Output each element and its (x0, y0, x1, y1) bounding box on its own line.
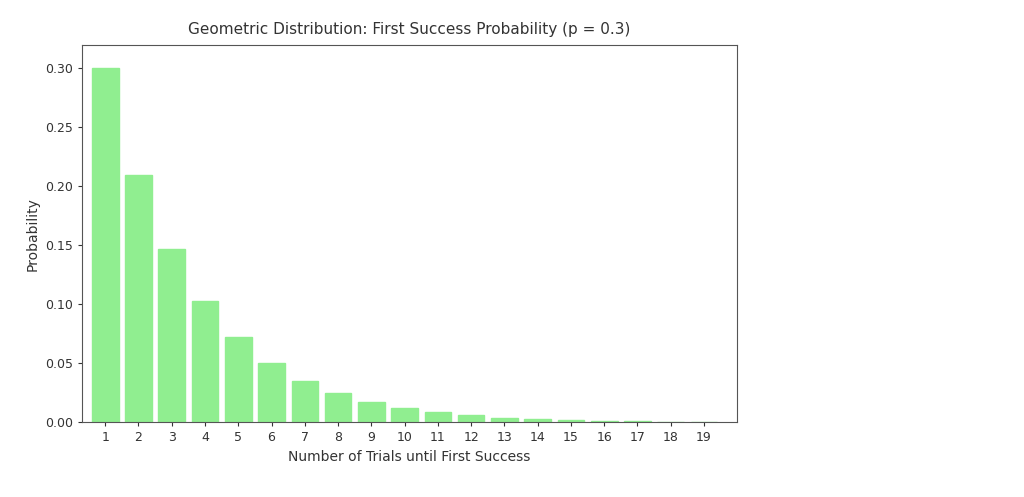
Title: Geometric Distribution: First Success Probability (p = 0.3): Geometric Distribution: First Success Pr… (188, 21, 631, 37)
Bar (524, 419, 551, 422)
Bar (325, 393, 351, 422)
Bar (425, 413, 452, 422)
Bar (657, 421, 684, 422)
Bar (625, 421, 651, 422)
Bar (492, 417, 518, 422)
Bar (159, 249, 185, 422)
Bar (458, 415, 484, 422)
Bar (258, 363, 285, 422)
Y-axis label: Probability: Probability (26, 197, 39, 270)
Bar (225, 337, 252, 422)
Bar (558, 420, 585, 422)
Bar (125, 174, 152, 422)
Bar (292, 381, 318, 422)
X-axis label: Number of Trials until First Success: Number of Trials until First Success (289, 450, 530, 464)
Bar (191, 301, 218, 422)
Bar (591, 421, 617, 422)
Bar (358, 402, 385, 422)
Bar (391, 408, 418, 422)
Bar (92, 68, 119, 422)
